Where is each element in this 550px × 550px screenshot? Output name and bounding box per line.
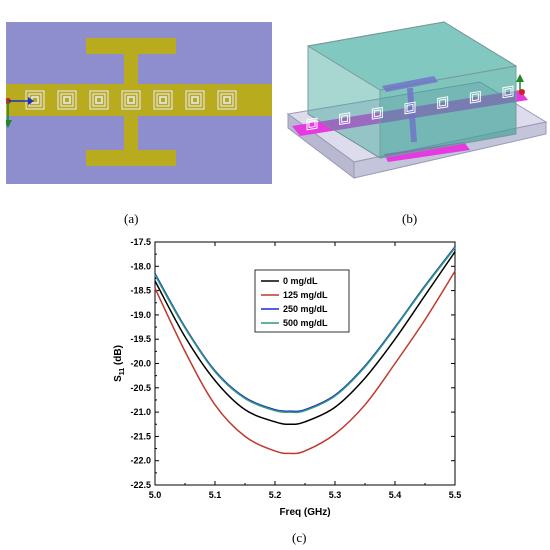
panel-a-drawing [4,22,272,184]
resonator-ring-3d [371,106,383,120]
y-tick-label: -22.5 [130,480,151,490]
x-tick-label: 5.3 [329,490,342,500]
resonator-ring [89,90,109,110]
series-line-1 [154,270,456,455]
port-axis-y-arrow [4,120,12,128]
resonator-array [25,90,237,110]
resonator-ring [25,90,45,110]
y-tick-label: -21.5 [130,431,151,441]
y-tick-label: -17.5 [130,237,151,247]
legend-label: 500 mg/dL [283,318,328,328]
resonator-ring [63,96,71,104]
legend-label: 125 mg/dL [283,290,328,300]
resonator-ring-3d [406,103,414,113]
top-stub-3d [382,76,438,92]
y-axis-label: S11 (dB) [113,345,126,382]
top-stub-bar [86,38,176,54]
stub-stem-3d [407,87,417,143]
resonator-ring-3d [341,114,349,123]
panel-c: 5.0 5.1 5.2 5.3 5.4 5.5 -17.5 -18.0 -18.5 -19.0 -1… [100,232,470,532]
resonator-ring [95,96,103,104]
y-tick-label: -20.5 [130,383,151,393]
bottom-stub-3d [384,142,470,162]
resonator-ring [92,93,106,107]
y-tick-label: -18.5 [130,286,151,296]
panel-a [4,22,272,184]
resonator-ring-3d [339,112,351,126]
resonator-ring-3d [469,90,481,104]
y-tick-label: -19.0 [130,310,151,320]
resonator-ring-3d [308,119,316,129]
bottom-stub-bar [86,150,176,166]
bottom-stub-stem [124,114,138,152]
resonator-ring [127,96,135,104]
port-2-arrow [516,74,524,82]
resonator-ring [185,90,205,110]
port-2-marker [519,89,525,95]
x-tick-label: 5.1 [209,490,222,500]
caption-a: (a) [124,211,139,226]
series-line-3 [154,247,456,414]
resonator-ring [153,90,173,110]
series-line-0 [154,251,456,426]
resonator-ring-3d [373,109,381,118]
s11-chart: 5.0 5.1 5.2 5.3 5.4 5.5 -17.5 -18.0 -18.5 -19.0 -1… [113,237,462,518]
feed-line [6,84,272,116]
resonator-ring [156,93,170,107]
resonator-ring-3d [504,87,512,96]
resonator-ring [223,96,231,104]
resonator-ring-3d [502,85,514,99]
panel-b-drawing [286,21,548,180]
x-axis-label: Freq (GHz) [279,507,330,518]
resonator-ring [124,93,138,107]
resonator-ring [121,90,141,110]
y-tick-label: -21.0 [130,407,151,417]
panel-b [284,18,550,196]
resonator-ring-3d [437,96,449,109]
resonator-ring [57,90,77,110]
caption-b: (b) [402,211,418,226]
resonator-ring [159,96,167,104]
x-tick-label: 5.2 [269,490,282,500]
y-tick-label: -18.0 [130,261,151,271]
port-axis-x-arrow [28,97,34,105]
y-tick-label: -22.0 [130,456,151,466]
resonator-ring-3d [306,117,318,131]
legend-label: 0 mg/dL [283,276,318,286]
resonator-array-3d [306,85,514,131]
resonator-ring-3d [404,101,416,115]
resonator-ring [188,93,202,107]
resonator-ring-3d [439,98,447,107]
y-tick-label: -20.0 [130,359,151,369]
legend-label: 250 mg/dL [283,304,328,314]
x-tick-label: 5.4 [389,490,402,500]
resonator-ring [191,96,199,104]
y-tick-label: -19.5 [130,334,151,344]
resonator-ring-3d [471,93,479,102]
x-tick-label: 5.5 [449,490,462,500]
resonator-ring [60,93,74,107]
resonator-ring [220,93,234,107]
caption-c: (c) [292,530,307,545]
resonator-ring [217,90,237,110]
x-tick-label: 5.0 [149,490,162,500]
